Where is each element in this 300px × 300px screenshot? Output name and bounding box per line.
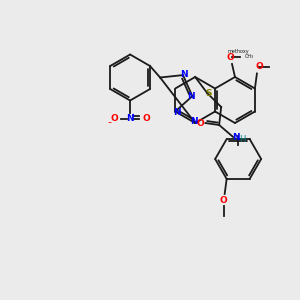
Text: O: O [142, 114, 150, 123]
Text: O: O [226, 52, 234, 62]
Text: -: - [107, 118, 111, 128]
Text: +: + [131, 113, 136, 118]
Text: N: N [190, 118, 198, 127]
Text: N: N [180, 70, 188, 79]
Text: N: N [188, 92, 195, 100]
Text: N: N [232, 134, 240, 142]
Text: CH₃: CH₃ [245, 55, 254, 59]
Text: O: O [196, 118, 204, 127]
Text: O: O [110, 114, 118, 123]
Text: N: N [126, 114, 134, 123]
Text: methoxy: methoxy [227, 49, 249, 53]
Text: N: N [173, 108, 181, 117]
Text: O: O [255, 62, 263, 71]
Text: H: H [239, 134, 245, 143]
Text: S: S [205, 89, 211, 98]
Text: O: O [220, 196, 227, 206]
